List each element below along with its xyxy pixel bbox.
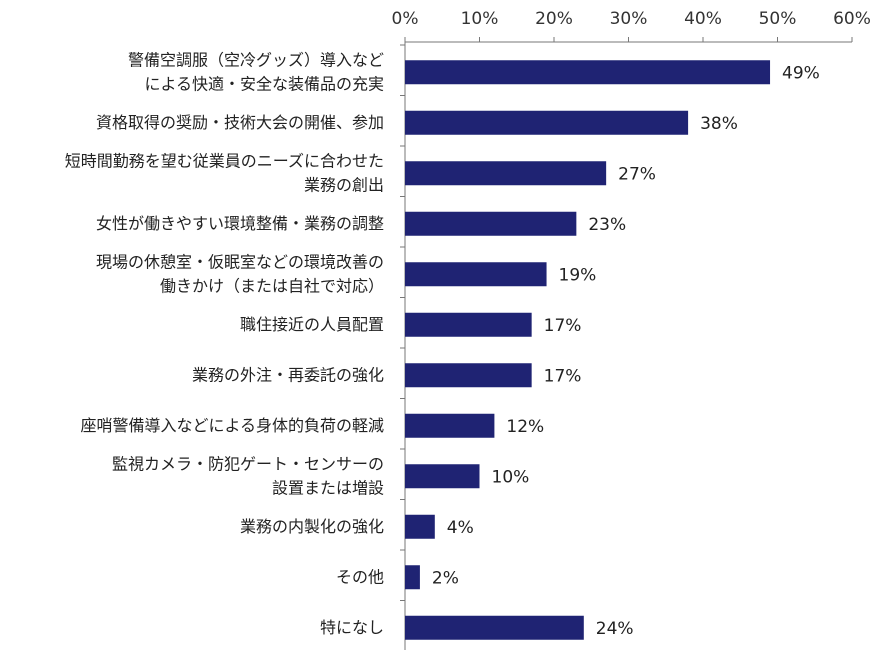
bar: [405, 60, 771, 85]
category-label: 業務の創出: [304, 175, 384, 194]
category-label: 設置または増設: [272, 478, 384, 497]
data-label: 2%: [432, 568, 459, 588]
category-label: 短時間勤務を望む従業員のニーズに合わせた: [65, 151, 384, 170]
category-label: による快適・安全な装備品の充実: [144, 74, 384, 93]
category-label: 職住接近の人員配置: [240, 315, 384, 334]
category-label: 監視カメラ・防犯ゲート・センサーの: [112, 454, 384, 473]
data-label: 10%: [492, 467, 530, 487]
category-label: 業務の外注・再委託の強化: [192, 365, 384, 384]
category-labels: 警備空調服（空冷グッズ）導入などによる快適・安全な装備品の充実資格取得の奨励・技…: [65, 50, 384, 637]
bar: [405, 413, 495, 438]
data-label: 23%: [588, 215, 626, 235]
bar: [405, 161, 607, 186]
bar: [405, 110, 689, 135]
bar: [405, 464, 480, 489]
bars: [405, 60, 771, 640]
data-label: 24%: [596, 619, 634, 639]
data-label: 38%: [700, 114, 738, 134]
category-label: 働きかけ（または自社で対応）: [160, 276, 384, 295]
data-label: 12%: [506, 417, 544, 437]
x-tick-label: 60%: [833, 9, 871, 29]
x-tick-label: 20%: [535, 9, 573, 29]
x-tick-label: 40%: [684, 9, 722, 29]
x-tick-label: 10%: [461, 9, 499, 29]
data-label: 4%: [447, 518, 474, 538]
category-label: 女性が働きやすい環境整備・業務の調整: [96, 214, 384, 233]
data-label: 17%: [544, 366, 582, 386]
category-label: 座哨警備導入などによる身体的負荷の軽減: [80, 416, 384, 435]
category-label: 業務の内製化の強化: [240, 517, 384, 536]
data-label: 19%: [559, 265, 597, 285]
category-label: 資格取得の奨励・技術大会の開催、参加: [96, 113, 384, 132]
category-label: 特になし: [320, 618, 384, 637]
x-tick-label: 30%: [610, 9, 648, 29]
bar: [405, 514, 435, 539]
category-label: その他: [336, 567, 384, 586]
bar: [405, 262, 547, 287]
category-label: 現場の休憩室・仮眠室などの環境改善の: [96, 252, 384, 271]
data-label: 17%: [544, 316, 582, 336]
data-label: 27%: [618, 164, 656, 184]
category-label: 警備空調服（空冷グッズ）導入など: [128, 50, 384, 69]
bar: [405, 363, 532, 388]
value-axis: 0% 10% 20% 30% 40% 50% 60%: [392, 9, 871, 650]
x-tick-label: 0%: [392, 9, 419, 29]
data-labels: 49% 38% 27% 23% 19% 17% 17% 12% 10% 4% 2% 24%: [432, 63, 820, 639]
data-label: 49%: [782, 63, 820, 83]
bar: [405, 615, 584, 640]
bar: [405, 565, 420, 590]
x-tick-label: 50%: [759, 9, 797, 29]
bar: [405, 211, 577, 236]
bar: [405, 312, 532, 337]
